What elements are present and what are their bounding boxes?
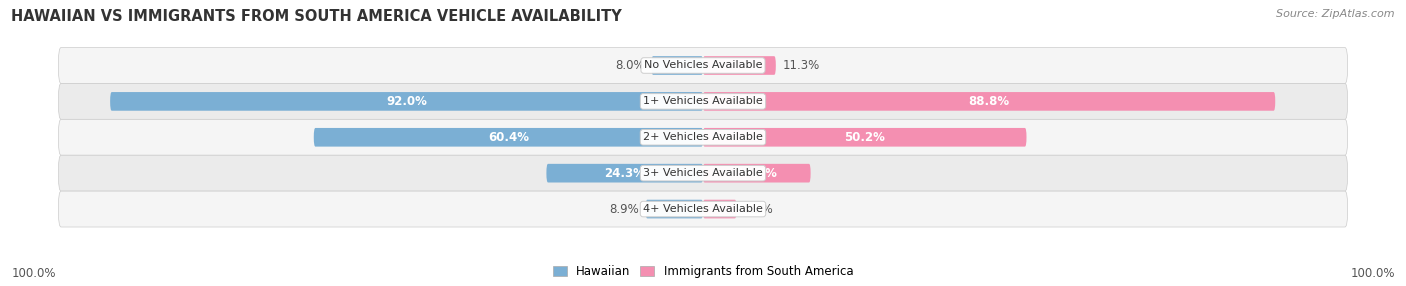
FancyBboxPatch shape [703,164,811,182]
Text: 60.4%: 60.4% [488,131,529,144]
Text: 92.0%: 92.0% [387,95,427,108]
Text: 100.0%: 100.0% [1350,267,1395,280]
Text: HAWAIIAN VS IMMIGRANTS FROM SOUTH AMERICA VEHICLE AVAILABILITY: HAWAIIAN VS IMMIGRANTS FROM SOUTH AMERIC… [11,9,621,23]
Text: 8.9%: 8.9% [609,202,640,216]
Text: 88.8%: 88.8% [969,95,1010,108]
Text: 24.3%: 24.3% [605,167,645,180]
FancyBboxPatch shape [59,155,1347,191]
FancyBboxPatch shape [110,92,703,111]
FancyBboxPatch shape [59,119,1347,155]
FancyBboxPatch shape [703,128,1026,147]
Text: 8.0%: 8.0% [616,59,645,72]
FancyBboxPatch shape [703,56,776,75]
FancyBboxPatch shape [59,191,1347,227]
Text: 3+ Vehicles Available: 3+ Vehicles Available [643,168,763,178]
FancyBboxPatch shape [547,164,703,182]
FancyBboxPatch shape [59,47,1347,84]
FancyBboxPatch shape [651,56,703,75]
FancyBboxPatch shape [703,92,1275,111]
Text: 100.0%: 100.0% [11,267,56,280]
FancyBboxPatch shape [59,84,1347,119]
Legend: Hawaiian, Immigrants from South America: Hawaiian, Immigrants from South America [550,261,856,281]
Text: 2+ Vehicles Available: 2+ Vehicles Available [643,132,763,142]
Text: 16.7%: 16.7% [737,167,778,180]
FancyBboxPatch shape [703,200,737,219]
Text: 4+ Vehicles Available: 4+ Vehicles Available [643,204,763,214]
Text: Source: ZipAtlas.com: Source: ZipAtlas.com [1277,9,1395,19]
Text: 1+ Vehicles Available: 1+ Vehicles Available [643,96,763,106]
FancyBboxPatch shape [645,200,703,219]
Text: No Vehicles Available: No Vehicles Available [644,61,762,71]
Text: 5.2%: 5.2% [742,202,773,216]
FancyBboxPatch shape [314,128,703,147]
Text: 11.3%: 11.3% [782,59,820,72]
Text: 50.2%: 50.2% [845,131,886,144]
